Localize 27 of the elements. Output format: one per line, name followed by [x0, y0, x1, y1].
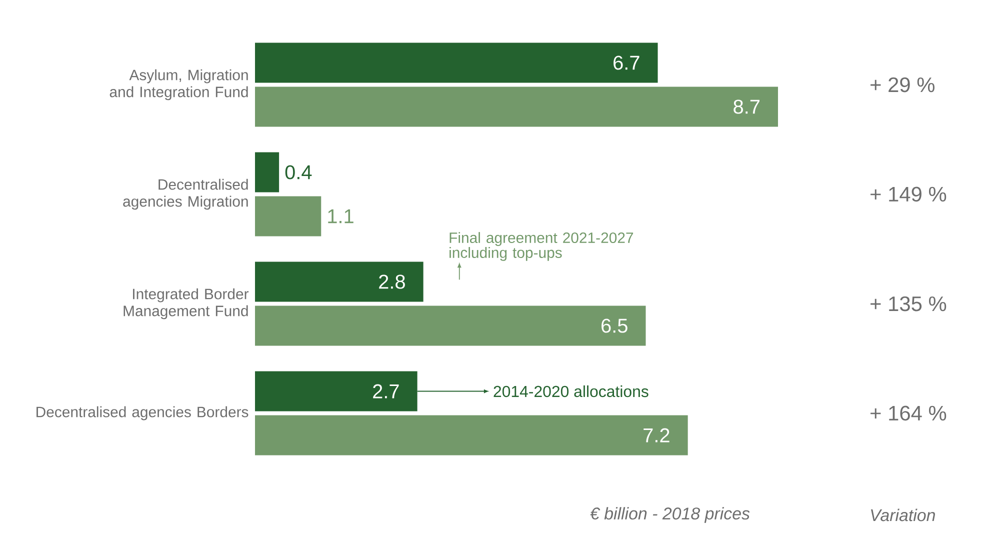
data-label: 7.2	[644, 428, 670, 442]
y-tick-label: Decentralised agencies Migration	[123, 178, 248, 210]
bar	[255, 152, 280, 192]
y-tick-label: Integrated Border Management Fund	[124, 288, 249, 320]
data-label: 0.4	[285, 165, 312, 180]
bar	[255, 262, 424, 302]
legend-label: 2014-2020 allocations	[494, 385, 648, 398]
text: + 149 %	[870, 186, 946, 202]
text: + 135 %	[870, 296, 946, 312]
text: Final agreement 2021-2027 including top-ups	[450, 232, 634, 261]
y-tick-label: Decentralised agencies Borders	[36, 406, 248, 420]
data-label: 2.7	[373, 384, 399, 398]
data-label: 6.5	[602, 318, 628, 333]
bar	[255, 415, 688, 456]
data-label: 6.7	[614, 56, 640, 70]
data-label: 1.1	[328, 209, 354, 224]
data-label: 2.8	[379, 274, 405, 289]
text: + 164 %	[870, 406, 946, 421]
x-axis-title: € billion - 2018 prices	[590, 507, 750, 523]
bar	[255, 306, 646, 346]
bar	[255, 42, 658, 83]
data-label: 8.7	[734, 100, 760, 114]
bar	[255, 86, 778, 127]
bar	[255, 196, 322, 236]
text: + 29 %	[870, 77, 934, 92]
text: Variation	[871, 508, 935, 522]
y-tick-label: Asylum, Migration and Integration Fund	[110, 69, 248, 100]
